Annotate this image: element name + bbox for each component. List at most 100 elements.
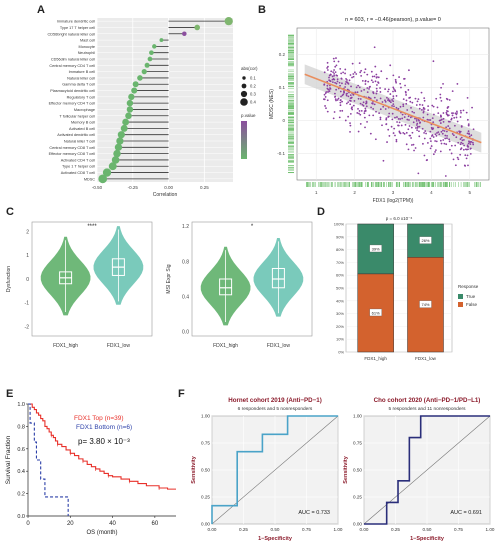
scatter-point xyxy=(463,144,466,147)
scatter-point xyxy=(335,82,338,85)
scatter-point xyxy=(439,119,442,122)
scatter-point xyxy=(388,135,391,137)
scatter-point xyxy=(332,57,335,60)
scatter-point xyxy=(364,109,367,112)
scatter-point xyxy=(434,133,437,136)
scatter-point xyxy=(334,95,337,98)
y-tick-label: 0.0 xyxy=(17,514,25,520)
scatter-point xyxy=(395,140,398,143)
scatter-point xyxy=(432,60,435,63)
category-label: Central memory CD8 T cell xyxy=(49,146,95,150)
scatter-point xyxy=(349,124,352,127)
scatter-point xyxy=(437,131,440,134)
scatter-point xyxy=(469,141,472,143)
scatter-point xyxy=(356,112,359,114)
scatter-point xyxy=(327,91,329,93)
scatter-point xyxy=(385,123,388,126)
scatter-point xyxy=(352,75,355,78)
y-tick-label: 1.00 xyxy=(201,414,210,419)
scatter-point xyxy=(418,130,420,133)
scatter-point xyxy=(461,142,464,145)
scatter-point xyxy=(344,86,347,88)
lollipop-point xyxy=(141,68,147,75)
scatter-point xyxy=(460,136,463,139)
scatter-point xyxy=(376,90,378,93)
scatter-point xyxy=(448,127,451,130)
scatter-point xyxy=(467,130,470,133)
scatter-point xyxy=(363,88,366,91)
scatter-point xyxy=(404,123,407,126)
scatter-point xyxy=(415,124,418,126)
x-tick-label: 0.75 xyxy=(454,527,463,532)
scatter-point xyxy=(418,107,421,110)
x-tick-label: FDX1_high xyxy=(53,343,78,349)
boxplot-box xyxy=(219,278,233,296)
scatter-point xyxy=(448,140,451,143)
roc-curve xyxy=(364,415,490,525)
x-tick-label: -0.25 xyxy=(128,185,139,190)
scatter-point xyxy=(466,118,469,121)
scatter-point xyxy=(448,120,451,123)
scatter-point xyxy=(360,109,363,112)
scatter-point xyxy=(405,102,408,105)
scatter-point xyxy=(439,96,442,99)
scatter-point xyxy=(431,127,433,130)
scatter-point xyxy=(445,111,448,114)
legend-title: Response xyxy=(458,284,479,289)
scatter-point xyxy=(358,112,360,115)
boxplot-box xyxy=(271,267,285,289)
scatter-point xyxy=(335,88,338,91)
scatter-point xyxy=(467,148,469,151)
x-tick-label: 20 xyxy=(67,521,74,527)
legend-color-title: p.value xyxy=(241,113,256,118)
x-tick-label: 4 xyxy=(430,190,433,195)
category-label: Central memory CD4 T cell xyxy=(49,64,95,68)
scatter-point xyxy=(407,128,410,131)
y-tick-label: 0.4 xyxy=(17,469,25,475)
scatter-point xyxy=(440,86,442,89)
scatter-point xyxy=(450,152,453,155)
data-label-box xyxy=(419,236,432,244)
scatter-point xyxy=(368,114,371,117)
scatter-point xyxy=(364,83,367,85)
scatter-point xyxy=(331,81,334,84)
scatter-point xyxy=(359,123,362,125)
y-tick-label: 0% xyxy=(338,350,344,355)
scatter-point xyxy=(328,90,331,93)
scatter-point xyxy=(345,93,348,95)
scatter-point xyxy=(384,100,387,103)
scatter-point xyxy=(442,129,444,132)
scatter-point xyxy=(349,122,351,125)
scatter-point xyxy=(349,130,351,133)
scatter-point xyxy=(432,121,435,124)
y-tick-label: -2 xyxy=(25,324,30,330)
scatter-point xyxy=(400,124,403,127)
lollipop-point xyxy=(98,174,108,184)
x-tick-label: 0 xyxy=(26,521,30,527)
scatter-point xyxy=(438,133,441,136)
scatter-point xyxy=(374,138,377,141)
x-tick-label: 1.00 xyxy=(486,527,495,532)
scatter-point xyxy=(372,114,375,117)
scatter-point xyxy=(333,72,336,75)
scatter-point xyxy=(459,143,462,146)
data-label-true: 26% xyxy=(421,238,429,243)
scatter-point xyxy=(470,134,473,137)
scatter-point xyxy=(442,117,445,120)
scatter-point xyxy=(350,96,353,99)
scatter-point xyxy=(372,92,375,95)
scatter-point xyxy=(350,85,352,88)
y-axis-title: MSI Expr Sig xyxy=(166,264,172,293)
panel-c-violin-dysfunction: 2 1 0 -1 -2 Dysfunction FDX1_high FDX1_low **** xyxy=(6,221,153,349)
scatter-point xyxy=(418,135,421,138)
scatter-point xyxy=(469,152,472,155)
scatter-point xyxy=(359,98,362,100)
scatter-point xyxy=(411,101,414,104)
scatter-point xyxy=(427,109,430,112)
scatter-point xyxy=(363,112,366,115)
scatter-point xyxy=(434,151,436,153)
panel-b-scatter-chart: n = 603, r = −0.46(pearson), p.value= 0 1… xyxy=(269,17,490,204)
scatter-point xyxy=(379,91,382,93)
scatter-point xyxy=(440,142,443,145)
scatter-point xyxy=(333,69,335,71)
